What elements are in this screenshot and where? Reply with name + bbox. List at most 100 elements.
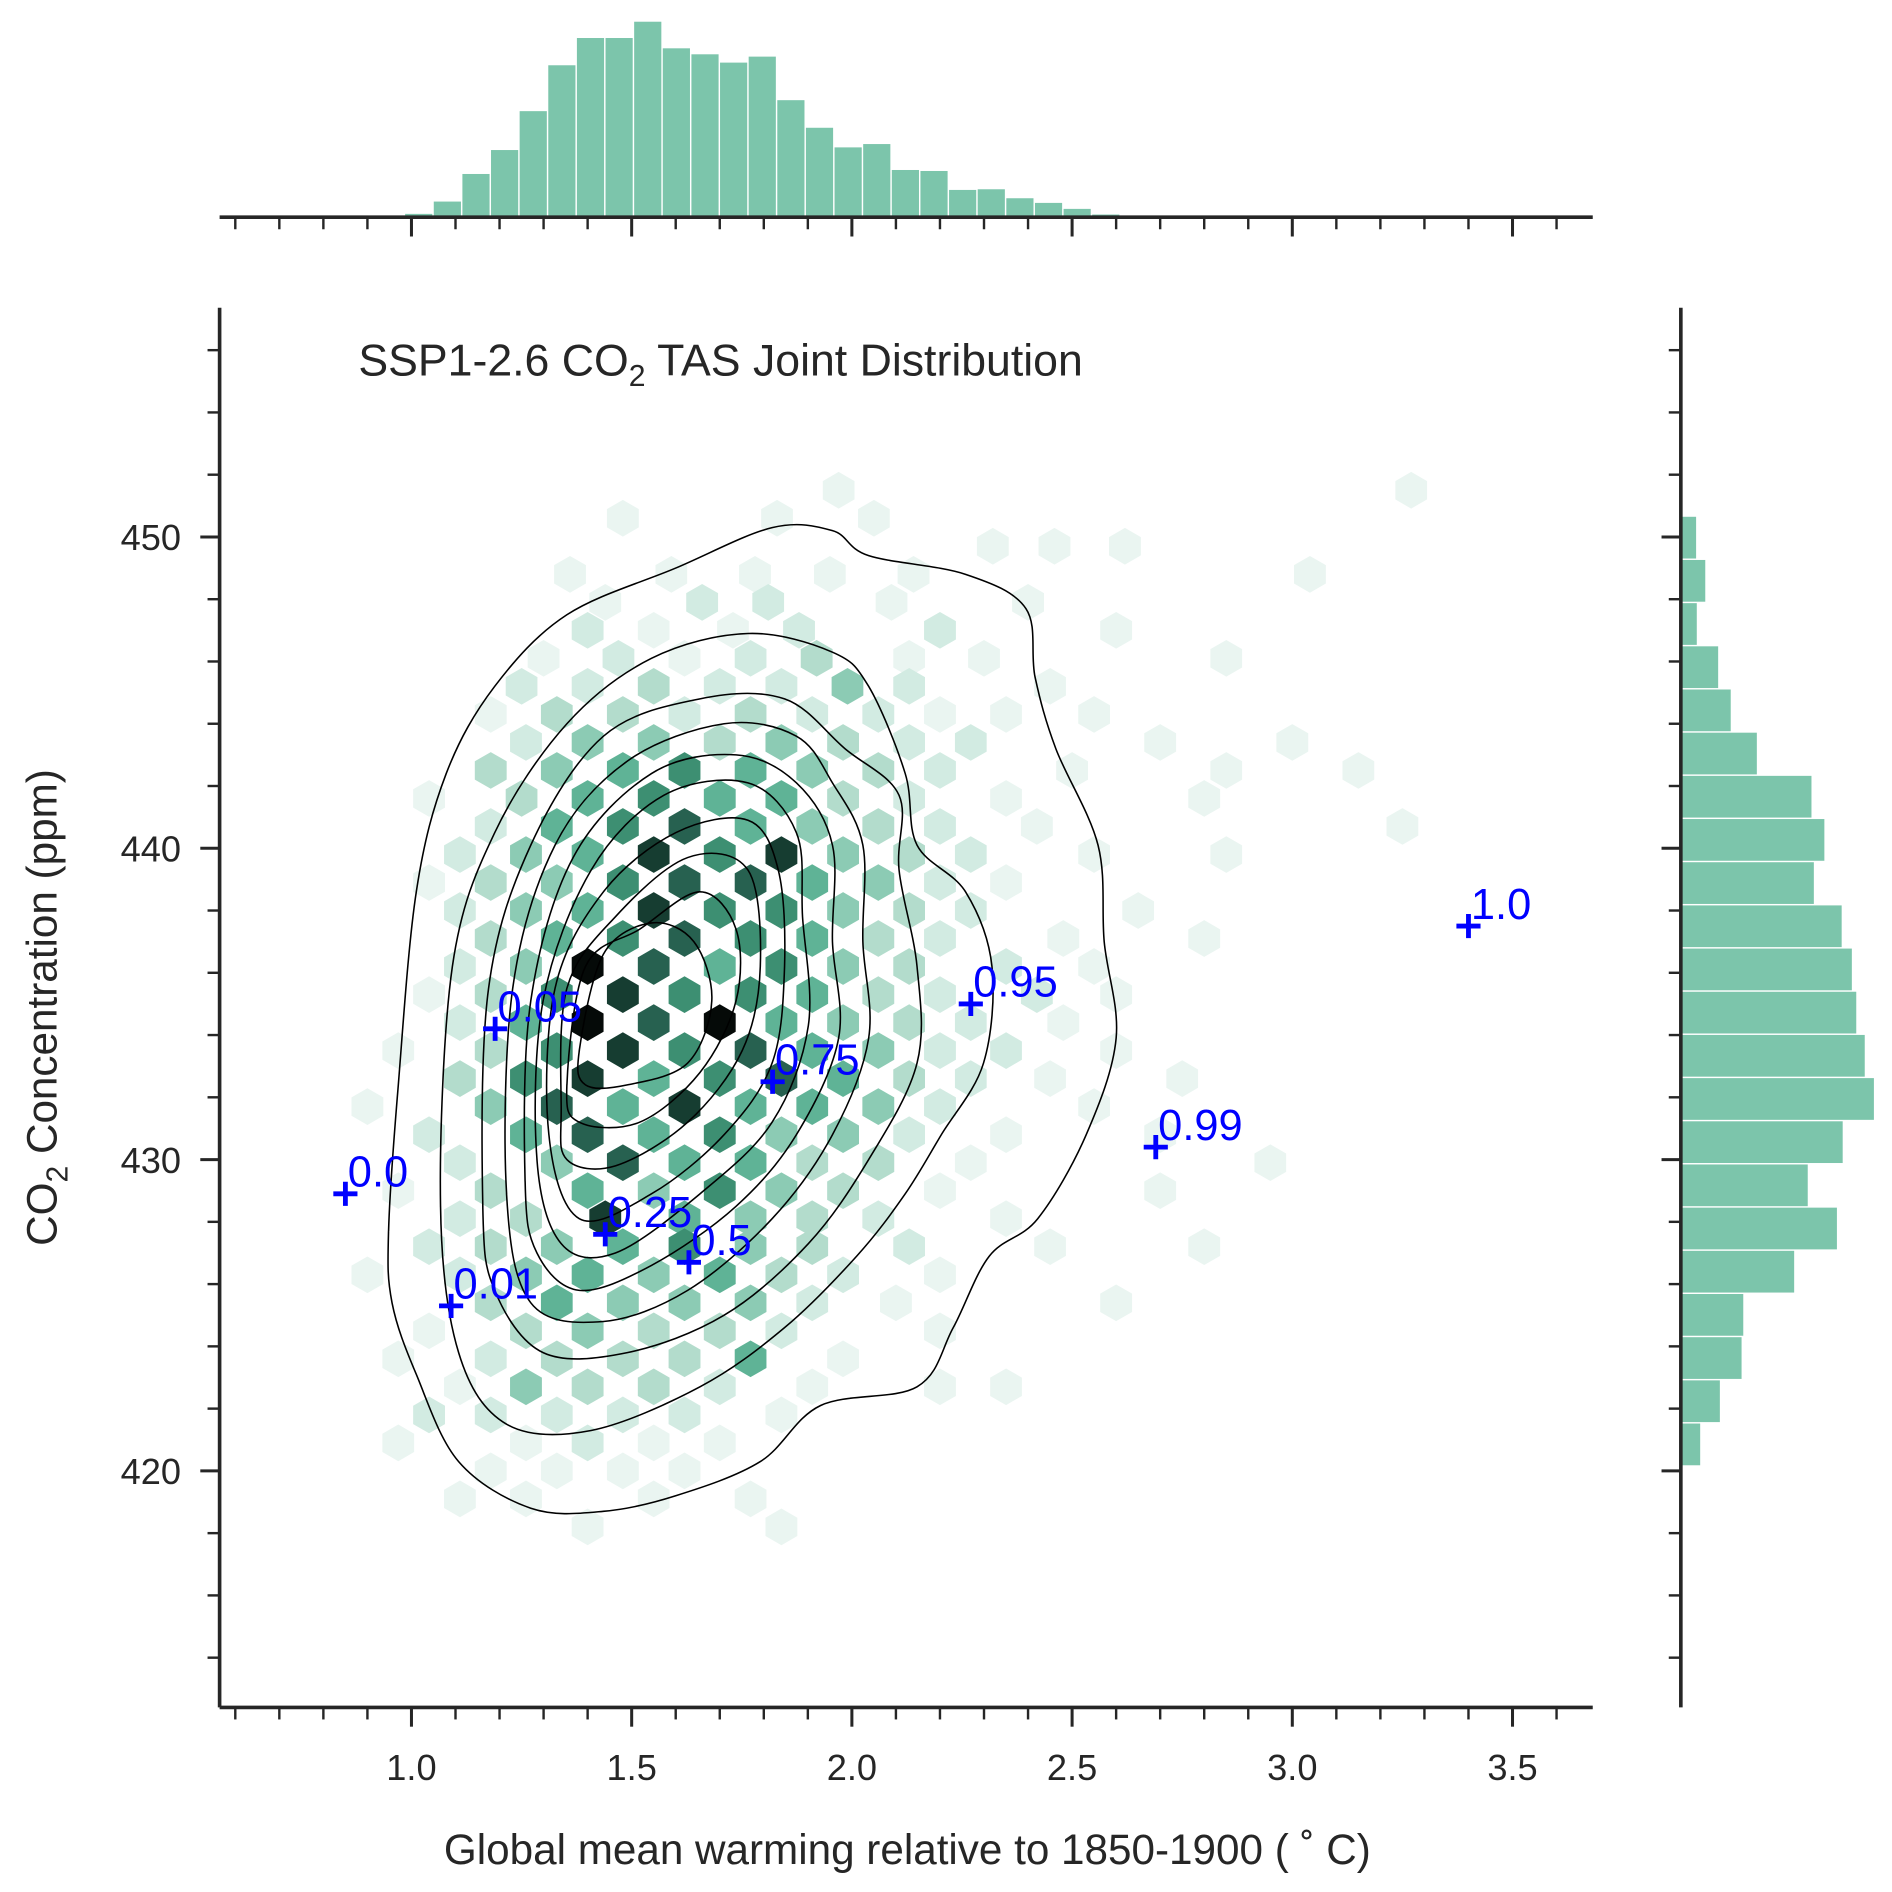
hexbin-cell xyxy=(875,584,908,621)
contour-line xyxy=(504,721,871,1324)
hexbin-cell xyxy=(668,1340,701,1378)
y-hist-bar xyxy=(1680,948,1852,991)
hexbin-cell xyxy=(765,1116,798,1154)
hexbin-cell xyxy=(796,1200,829,1238)
quantile-marker xyxy=(333,1181,358,1206)
y-hist-bar xyxy=(1680,603,1697,645)
hexbin-cell xyxy=(954,1060,987,1097)
hexbin-cell xyxy=(924,1368,956,1406)
x-hist-bar xyxy=(519,111,547,218)
x-hist-bar xyxy=(891,169,919,218)
x-hist-bar xyxy=(662,48,690,218)
hexbin-cell xyxy=(571,667,604,705)
hexbin-cell xyxy=(540,1452,573,1490)
hexbin-cell xyxy=(606,499,639,537)
hexbin-cell xyxy=(510,724,542,761)
hexbin-cell xyxy=(1047,920,1080,957)
hexbin-cell xyxy=(796,1144,829,1182)
hexbin-cell xyxy=(1122,892,1155,929)
quantile-marker xyxy=(1456,914,1481,939)
hexbin-cell xyxy=(968,639,1000,677)
y-tick-label: 420 xyxy=(121,1451,181,1492)
hexbin-cell xyxy=(510,1480,542,1518)
y-tick-label: 440 xyxy=(121,829,181,870)
contour-line xyxy=(565,891,742,1129)
hexbin-cell xyxy=(540,1396,573,1434)
hexbin-cell xyxy=(1078,696,1110,733)
x-hist-bar xyxy=(491,150,519,218)
hexbin-cell xyxy=(510,1312,542,1350)
hexbin-cell xyxy=(827,1340,860,1378)
hexbin-cell xyxy=(540,1340,573,1378)
hexbin-cell xyxy=(827,1256,860,1294)
contour-line xyxy=(481,692,923,1360)
hexbin-cell xyxy=(796,752,829,789)
y-marginal-histogram xyxy=(1680,516,1874,1509)
hexbin-cell xyxy=(1078,1088,1110,1125)
hexbin-cell xyxy=(474,1284,507,1322)
hexbin-cell xyxy=(686,584,719,621)
hexbin-cell xyxy=(862,1200,895,1238)
quantile-marker xyxy=(593,1222,618,1247)
hexbin-cell xyxy=(703,1368,736,1406)
y-hist-bar xyxy=(1680,775,1812,818)
hexbin-cell xyxy=(606,920,639,957)
hexbin-cell xyxy=(734,1284,767,1322)
hexbin-cell xyxy=(893,1116,926,1154)
hexbin-cell xyxy=(637,1256,670,1294)
x-hist-bar xyxy=(548,65,576,218)
hexbin-cell xyxy=(954,1144,987,1182)
hexbin-cell xyxy=(897,556,930,593)
hexbin-cell xyxy=(510,1060,542,1097)
hexbin-cell xyxy=(637,1424,670,1462)
y-hist-bar xyxy=(1680,516,1697,559)
contour-line xyxy=(559,852,762,1170)
hexbin-cell xyxy=(474,920,507,957)
hexbin-cell xyxy=(668,864,701,901)
hexbin-cell xyxy=(540,1284,573,1322)
hexbin-cell xyxy=(765,1508,798,1546)
hexbin-cell xyxy=(765,1396,798,1434)
hexbin-cell xyxy=(827,724,860,761)
hexbin-cell xyxy=(893,724,926,761)
hexbin-cell xyxy=(540,1032,573,1069)
hexbin-cell xyxy=(1188,1228,1221,1266)
hexbin-cell xyxy=(924,1088,956,1125)
hexbin-cell xyxy=(637,836,670,873)
hexbin-cell xyxy=(990,696,1022,733)
hexbin-cell xyxy=(444,1480,476,1518)
hexbin-cell xyxy=(540,920,573,957)
quantile-label: 1.0 xyxy=(1471,881,1531,929)
hexbin-cell xyxy=(924,920,956,957)
hexbin-cell xyxy=(761,499,793,537)
contour-line xyxy=(439,632,994,1436)
hexbin-cell xyxy=(734,1144,767,1182)
hexbin-cell xyxy=(606,1396,639,1434)
hexbin-cell xyxy=(554,556,586,593)
hexbin-cell xyxy=(1047,1004,1080,1041)
hexbin-cell xyxy=(1056,752,1089,789)
quantile-label: 0.01 xyxy=(454,1261,539,1309)
x-hist-bar xyxy=(977,189,1005,218)
hexbin-cell xyxy=(540,1228,573,1266)
hexbin-layer xyxy=(351,471,1428,1546)
quantile-label: 0.95 xyxy=(973,959,1058,1007)
hexbin-cell xyxy=(990,1032,1022,1069)
hexbin-cell xyxy=(510,1200,542,1238)
y-hist-bar xyxy=(1680,819,1825,861)
hexbin-cell xyxy=(703,948,736,985)
hexbin-cell xyxy=(1100,976,1133,1013)
hexbin-cell xyxy=(717,612,749,649)
hexbin-cell xyxy=(413,1116,446,1154)
hexbin-cell xyxy=(351,1256,384,1294)
hexbin-cell xyxy=(893,667,926,705)
hexbin-cell xyxy=(862,1088,895,1125)
hexbin-cell xyxy=(571,1172,604,1210)
hexbin-cell xyxy=(444,1004,476,1041)
hexbin-cell xyxy=(703,1116,736,1154)
hexbin-cell xyxy=(1144,1172,1177,1210)
hexbin-cell xyxy=(474,1088,507,1125)
hexbin-cell xyxy=(924,864,956,901)
hexbin-cell xyxy=(783,612,815,649)
quantile-label: 0.25 xyxy=(608,1189,693,1237)
